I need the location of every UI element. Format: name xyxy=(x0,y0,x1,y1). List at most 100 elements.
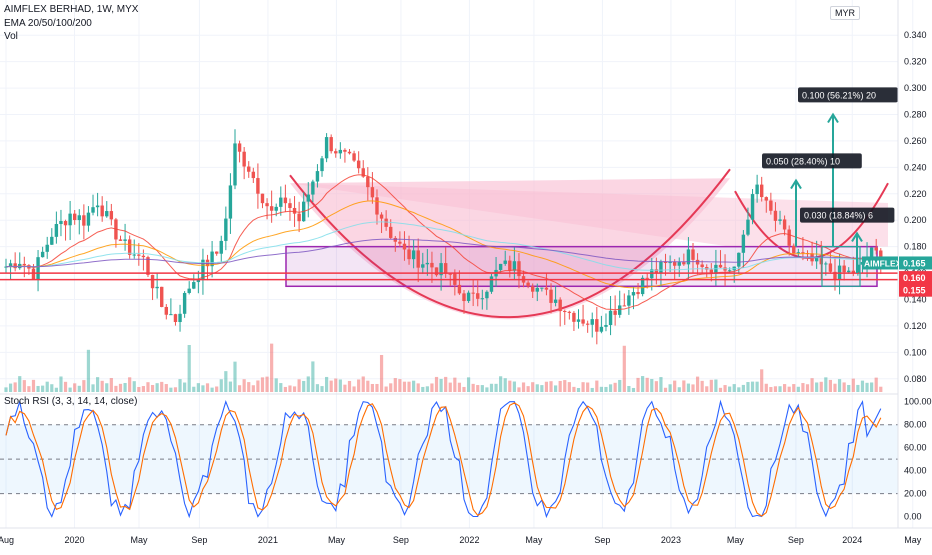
candle-body xyxy=(416,250,420,268)
volume-bar xyxy=(164,384,168,392)
candle-body xyxy=(718,264,723,268)
candle-body xyxy=(764,197,768,201)
volume-bar xyxy=(590,387,594,392)
volume-bar xyxy=(421,386,425,392)
volume-bar xyxy=(187,344,191,392)
candle-body xyxy=(233,143,237,186)
volume-bar xyxy=(750,381,755,392)
volume-bar xyxy=(320,386,324,392)
ema-lines xyxy=(5,174,881,311)
candle-body xyxy=(320,158,324,172)
candle-body xyxy=(682,262,686,265)
candle-body xyxy=(123,239,127,241)
price-tick-label: 0.260 xyxy=(904,136,927,146)
volume-bar xyxy=(567,382,571,392)
measure-arrow-head xyxy=(827,112,839,124)
candle-body xyxy=(260,193,265,204)
volume-bar xyxy=(45,381,49,392)
candle-body xyxy=(700,264,704,268)
candle-body xyxy=(40,251,45,258)
volume-bar xyxy=(237,385,242,392)
volume-bar xyxy=(425,386,429,392)
candle-body xyxy=(695,259,700,265)
time-tick-label: May xyxy=(130,535,148,545)
volume-bar xyxy=(549,381,553,392)
candle-body xyxy=(288,203,292,208)
candle-body xyxy=(567,311,572,313)
candle-body xyxy=(118,239,123,241)
candle-body xyxy=(137,254,141,256)
price-badge-bg xyxy=(899,271,932,285)
candle-body xyxy=(393,237,397,242)
candle-body xyxy=(508,260,512,271)
price-badge-value: 0.165 xyxy=(903,258,926,268)
volume-bar xyxy=(132,381,136,392)
candle-body xyxy=(265,203,269,207)
volume-bar xyxy=(874,377,878,392)
volume-bar xyxy=(416,383,420,392)
candle-body xyxy=(608,310,613,326)
volume-bar xyxy=(526,386,530,392)
candle-body xyxy=(819,256,823,265)
volume-bar xyxy=(783,384,787,392)
candle-body xyxy=(274,206,278,211)
volume-bar xyxy=(444,376,448,392)
volume-bar xyxy=(73,383,77,392)
volume-bar xyxy=(737,387,741,392)
volume-bar xyxy=(393,378,397,392)
candle-body xyxy=(210,251,214,267)
volume-bar xyxy=(631,387,636,392)
candle-body xyxy=(356,160,361,169)
candle-body xyxy=(169,314,173,316)
volume-bar xyxy=(36,385,40,392)
candle-body xyxy=(773,210,778,221)
candle-body xyxy=(824,263,828,265)
candle-body xyxy=(421,264,425,268)
price-tick-label: 0.320 xyxy=(904,57,927,67)
candle-body xyxy=(741,234,746,253)
volume-bar xyxy=(302,380,306,392)
candle-body xyxy=(201,259,205,280)
volume-bar xyxy=(476,385,480,392)
volume-bar xyxy=(576,387,581,392)
candle-body xyxy=(792,245,796,254)
volume-bar xyxy=(4,387,8,392)
candle-body xyxy=(585,323,590,325)
candle-body xyxy=(329,137,333,152)
volume-bar xyxy=(695,376,700,392)
candle-body xyxy=(315,171,320,182)
measure-label: 0.050 (28.40%) 10 xyxy=(766,156,840,166)
volume-bar xyxy=(54,387,58,392)
currency-badge[interactable]: MYR xyxy=(830,6,860,20)
candle-body xyxy=(553,299,558,303)
price-tick-label: 0.200 xyxy=(904,215,927,225)
volume-bar xyxy=(673,380,677,392)
candle-body xyxy=(366,176,370,188)
volume-bar xyxy=(760,369,764,392)
candle-body xyxy=(526,282,530,287)
time-tick-label: 2022 xyxy=(459,535,479,545)
volume-bar xyxy=(118,383,123,392)
volume-bar xyxy=(146,382,150,392)
volume-bar xyxy=(714,379,718,392)
candle-body xyxy=(503,260,507,264)
ema-legend: EMA 20/50/100/200 xyxy=(4,18,92,29)
volume-bar xyxy=(306,376,310,392)
volume-bar xyxy=(521,382,526,392)
volume-bar xyxy=(141,386,145,392)
volume-bar xyxy=(856,384,860,392)
candle-body xyxy=(430,262,434,268)
volume-bar xyxy=(824,377,828,392)
volume-bar xyxy=(769,387,773,392)
measure-arrow-head xyxy=(851,231,863,242)
volume-bar xyxy=(334,378,338,392)
volume-bar xyxy=(668,384,672,392)
candle-body xyxy=(769,200,773,211)
stoch-tick-label: 20.00 xyxy=(904,489,927,499)
volume-bar xyxy=(343,384,347,392)
grid xyxy=(0,0,914,528)
volume-bar xyxy=(150,384,155,392)
candle-body xyxy=(279,197,283,207)
time-tick-label: May xyxy=(525,535,543,545)
candle-body xyxy=(448,273,452,275)
